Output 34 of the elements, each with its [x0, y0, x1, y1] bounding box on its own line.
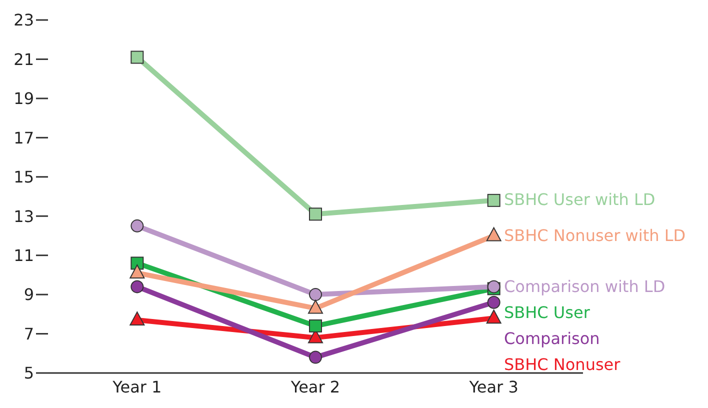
- y-tick-label: 23: [14, 10, 34, 30]
- point: [309, 208, 322, 221]
- y-tick-label: 7: [24, 324, 34, 344]
- point: [130, 256, 144, 270]
- point: [308, 300, 323, 314]
- y-tick-label: 11: [14, 246, 34, 266]
- point: [309, 319, 322, 332]
- point: [130, 312, 145, 326]
- point: [130, 280, 144, 294]
- series-label: Comparison: [504, 328, 600, 350]
- x-tick-label: Year 1: [112, 377, 162, 396]
- y-tick-label: 13: [14, 206, 34, 226]
- point: [487, 296, 500, 309]
- point: [130, 264, 145, 278]
- y-tick-label: 15: [14, 168, 34, 187]
- point: [130, 219, 144, 232]
- series-label: SBHC User with LD: [504, 189, 656, 212]
- y-tick-label: 19: [14, 89, 34, 108]
- point: [486, 310, 502, 324]
- x-tick-label: Year 3: [468, 377, 518, 396]
- point: [309, 350, 322, 364]
- series-label: Comparison with LD: [504, 276, 666, 298]
- point: [309, 288, 322, 302]
- y-tick-label: 9: [24, 285, 34, 304]
- series-label: SBHC Nonuser: [504, 354, 620, 376]
- y-tick-label: 17: [14, 128, 34, 148]
- point: [486, 227, 502, 242]
- point: [487, 194, 500, 207]
- y-tick-label: 21: [14, 50, 34, 69]
- series-label: SBHC User: [504, 302, 590, 324]
- point: [130, 50, 144, 64]
- y-tick-label: 5: [24, 364, 34, 383]
- x-tick-label: Year 2: [290, 377, 340, 396]
- series-label: SBHC Nonuser with LD: [504, 224, 686, 247]
